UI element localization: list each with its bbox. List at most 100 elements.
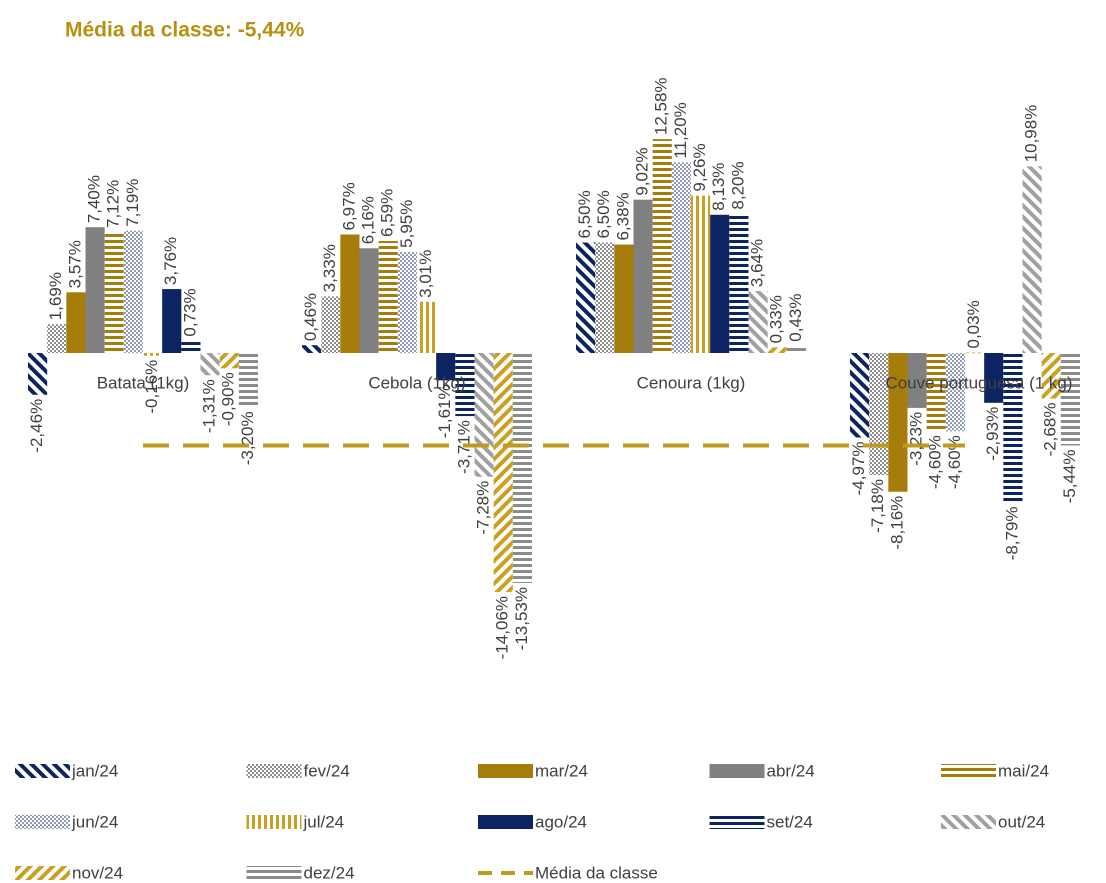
bar [436, 353, 456, 381]
legend-label: out/24 [998, 812, 1045, 831]
legend-swatch [15, 764, 70, 778]
legend-label: mar/24 [535, 761, 588, 780]
bar [614, 244, 634, 353]
data-label: 6,59% [378, 189, 397, 237]
bar [907, 353, 927, 408]
data-label: 3,57% [65, 240, 84, 288]
legend-swatch [941, 815, 996, 829]
data-label: 0,33% [767, 295, 786, 343]
bar [926, 353, 946, 432]
data-label: 6,50% [575, 190, 594, 238]
data-label: -3,23% [907, 412, 926, 466]
legend-label: dez/24 [304, 863, 355, 882]
legend-swatch [15, 815, 70, 829]
bar [767, 347, 787, 353]
bar [162, 289, 182, 353]
bar [633, 199, 653, 353]
data-label: 6,38% [613, 192, 632, 240]
chart-title: Média da classe: -5,44% [65, 19, 305, 42]
bar [671, 162, 691, 353]
data-label: 0,03% [964, 300, 983, 348]
legend-label: jul/24 [303, 812, 345, 831]
data-label: 6,16% [359, 196, 378, 244]
bar [455, 353, 475, 417]
data-label: -4,97% [849, 441, 868, 495]
data-label: -5,44% [1060, 449, 1079, 503]
legend-swatch [15, 866, 70, 880]
legend-swatch [709, 815, 765, 829]
data-label: 7,19% [123, 179, 142, 227]
bar [595, 242, 615, 353]
bar [729, 213, 749, 353]
bar [1022, 166, 1042, 353]
legend-label: fev/24 [304, 761, 350, 780]
bar [888, 353, 908, 492]
data-label: 7,40% [85, 175, 104, 223]
bar [748, 291, 768, 353]
data-label: -1,61% [435, 384, 454, 438]
bar [965, 352, 985, 354]
legend-label: ago/24 [535, 812, 587, 831]
bar [143, 353, 163, 356]
data-label: 11,20% [671, 102, 690, 158]
data-label: 3,64% [748, 239, 767, 287]
data-label: 3,33% [320, 244, 339, 292]
legend-label: abr/24 [767, 761, 815, 780]
bar [123, 230, 143, 353]
category-label: Couve portuguesa (1 kg) [885, 373, 1072, 392]
category-label: Batata (1kg) [97, 373, 190, 392]
data-label: -7,18% [868, 479, 887, 533]
legend-swatch [709, 764, 765, 778]
data-label: 3,01% [416, 250, 435, 298]
data-label: 9,02% [633, 147, 652, 195]
data-label: -8,79% [1002, 506, 1021, 560]
bar [66, 292, 86, 353]
bar [1003, 353, 1023, 503]
bar [200, 353, 220, 376]
bar [786, 345, 806, 353]
bar [512, 353, 532, 584]
data-label: 7,12% [104, 180, 123, 228]
data-label: 9,26% [690, 143, 709, 191]
bar [1041, 353, 1061, 399]
bar [28, 353, 48, 395]
data-label: -14,06% [493, 596, 512, 659]
bar [302, 345, 322, 353]
data-label: 6,97% [339, 182, 358, 230]
bar [219, 353, 239, 369]
bar [691, 195, 711, 353]
bar [321, 296, 341, 353]
bar [493, 353, 513, 593]
data-label: -1,31% [200, 379, 219, 433]
legend-swatch [478, 815, 533, 829]
category-label: Cebola (1kg) [368, 373, 465, 392]
data-label: 0,46% [301, 293, 320, 341]
data-label: -8,16% [887, 496, 906, 550]
legend-swatch [478, 764, 533, 778]
bar [340, 234, 360, 353]
bar [710, 214, 730, 353]
bar [181, 340, 201, 353]
legend-label: Média da classe [535, 863, 658, 882]
legend-swatch [246, 815, 302, 829]
data-label: -2,68% [1041, 403, 1060, 457]
category-label: Cenoura (1kg) [637, 373, 746, 392]
data-label: 1,69% [46, 272, 65, 320]
bar [1060, 353, 1080, 446]
legend-swatch [941, 764, 996, 778]
data-label: 8,20% [728, 161, 747, 209]
bar [397, 251, 417, 353]
data-label: 0,73% [180, 288, 199, 336]
data-label: -13,53% [512, 587, 531, 650]
data-label: -2,93% [983, 407, 1002, 461]
data-label: 8,13% [709, 163, 728, 211]
bar [417, 301, 437, 353]
bar [869, 353, 889, 476]
data-label: -4,60% [926, 435, 945, 489]
bar [652, 139, 672, 353]
legend-label: nov/24 [72, 863, 123, 882]
data-label: -2,46% [27, 399, 46, 453]
data-label: 0,43% [786, 293, 805, 341]
bar [945, 353, 965, 432]
